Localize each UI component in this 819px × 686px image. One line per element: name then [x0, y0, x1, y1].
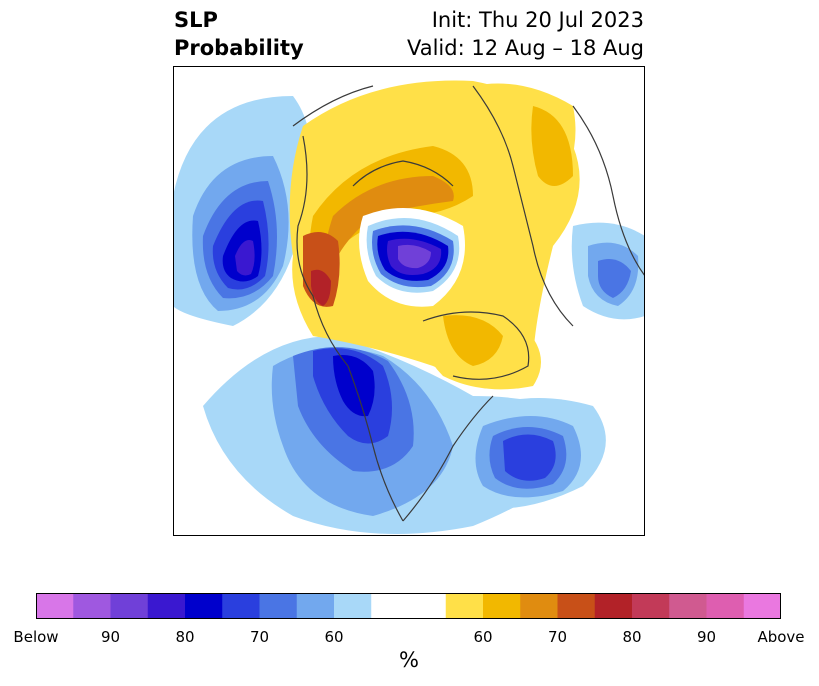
colorbar-segment: [743, 593, 782, 619]
colorbar-segment: [185, 593, 223, 619]
colorbar-segment: [520, 593, 558, 619]
coastlines: [292, 85, 645, 522]
title-right: Init: Thu 20 Jul 2023 Valid: 12 Aug – 18…: [407, 6, 644, 62]
colorbar-segment: [408, 593, 447, 619]
colorbar-tick-label: 90: [696, 628, 717, 646]
prob-red: [311, 269, 331, 306]
colorbar-svg: [36, 593, 782, 619]
colorbar-tick-label: 80: [175, 628, 195, 646]
valid-range: Valid: 12 Aug – 18 Aug: [406, 36, 644, 60]
colorbar-segment: [296, 593, 335, 619]
prob-gold-lower: [443, 315, 503, 366]
colorbar-tick-label: 70: [249, 628, 270, 646]
colorbar-segment: [483, 593, 521, 619]
init-date: Init: Thu 20 Jul 2023: [431, 8, 644, 32]
title-left: SLP Probability: [174, 6, 304, 62]
prob-gold-ne: [531, 106, 573, 186]
colorbar-segment: [222, 593, 260, 619]
colorbar-unit-label: %: [399, 648, 419, 672]
colorbar-tick-label: 60: [473, 628, 493, 646]
colorbar-segment: [632, 593, 670, 619]
colorbar-segment: [110, 593, 149, 619]
colorbar-tick-label: 70: [547, 628, 568, 646]
colorbar-segment: [445, 593, 484, 619]
title-probability: Probability: [174, 36, 304, 60]
colorbar-segment: [73, 593, 111, 619]
colorbar-segment: [371, 593, 409, 619]
colorbar-segment: [669, 593, 707, 619]
outside-domain-right: [513, 426, 645, 536]
colorbar-segment: [706, 593, 745, 619]
colorbar-tick-label: 90: [100, 628, 121, 646]
colorbar-segment: [259, 593, 298, 619]
colorbar-tick-label: Above: [757, 628, 805, 646]
colorbar-tick-label: 60: [324, 628, 344, 646]
colorbar-segment: [36, 593, 74, 619]
colorbar-segment: [557, 593, 596, 619]
map-svg: [173, 66, 645, 536]
outside-domain-left: [173, 311, 273, 536]
prob-blue-atl-4: [503, 434, 556, 481]
colorbar-segment: [147, 593, 186, 619]
colorbar-segment: [334, 593, 372, 619]
colorbar-border: [36, 593, 781, 619]
prob-purple-center: [398, 244, 431, 269]
colorbar-tick-label: 80: [622, 628, 642, 646]
colorbar-tick-label: Below: [13, 628, 59, 646]
map-border: [173, 66, 645, 536]
polar-map: [173, 66, 645, 536]
prob-orange-arctic: [325, 176, 454, 266]
prob-blue-eur-3: [598, 258, 631, 298]
colorbar-segment: [594, 593, 633, 619]
prob-blue-na-5: [333, 355, 375, 417]
prob-blue-pacific-6: [235, 240, 255, 276]
title-variable: SLP: [174, 8, 218, 32]
colorbar: [36, 593, 782, 619]
